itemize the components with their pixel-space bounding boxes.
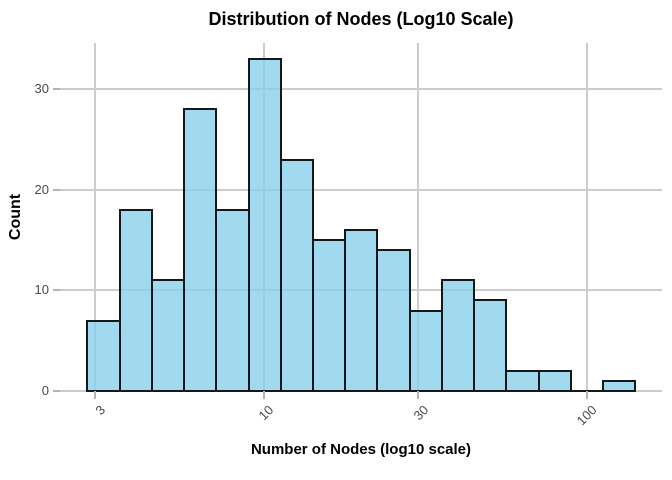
histogram-bar: [408, 309, 443, 392]
x-tick-mark: [417, 391, 420, 399]
y-tick-label: 20: [34, 181, 49, 197]
histogram-bar: [86, 319, 121, 392]
x-tick-label: 30: [410, 402, 431, 424]
histogram-bar: [505, 369, 540, 392]
histogram-bar: [473, 299, 508, 392]
y-tick-mark: [53, 88, 60, 91]
histogram-bar: [537, 369, 572, 392]
x-tick-label: 3: [92, 402, 108, 419]
y-gridline: [60, 188, 662, 191]
x-gridline: [586, 43, 589, 391]
y-tick-mark: [53, 289, 60, 292]
x-axis-title: Number of Nodes (log10 scale): [250, 441, 472, 458]
y-tick-mark: [53, 390, 60, 392]
y-tick-label: 0: [41, 383, 49, 398]
x-gridline: [417, 43, 420, 391]
y-axis-title: Count: [7, 193, 24, 241]
histogram-bar: [150, 279, 185, 392]
chart-title: Distribution of Nodes (Log10 Scale): [208, 9, 514, 29]
histogram-bar: [602, 379, 637, 392]
histogram-bar: [376, 249, 411, 392]
x-tick-mark: [262, 391, 265, 399]
histogram-bar: [311, 239, 347, 392]
y-tick-mark: [53, 188, 60, 191]
histogram-bar: [344, 229, 379, 392]
x-tick-mark: [93, 391, 96, 399]
histogram-bar: [182, 108, 218, 392]
y-tick-label: 10: [34, 282, 49, 298]
histogram-bar: [247, 58, 282, 392]
x-tick-mark: [586, 391, 589, 399]
histogram-bar: [279, 158, 314, 392]
x-tick-label: 100: [573, 402, 600, 429]
histogram-bar: [440, 279, 476, 392]
histogram-bar: [215, 208, 250, 392]
y-tick-label: 30: [34, 81, 49, 97]
x-gridline: [93, 43, 96, 391]
x-tick-label: 10: [255, 402, 277, 424]
histogram-bar: [118, 208, 153, 392]
y-gridline: [60, 88, 662, 91]
